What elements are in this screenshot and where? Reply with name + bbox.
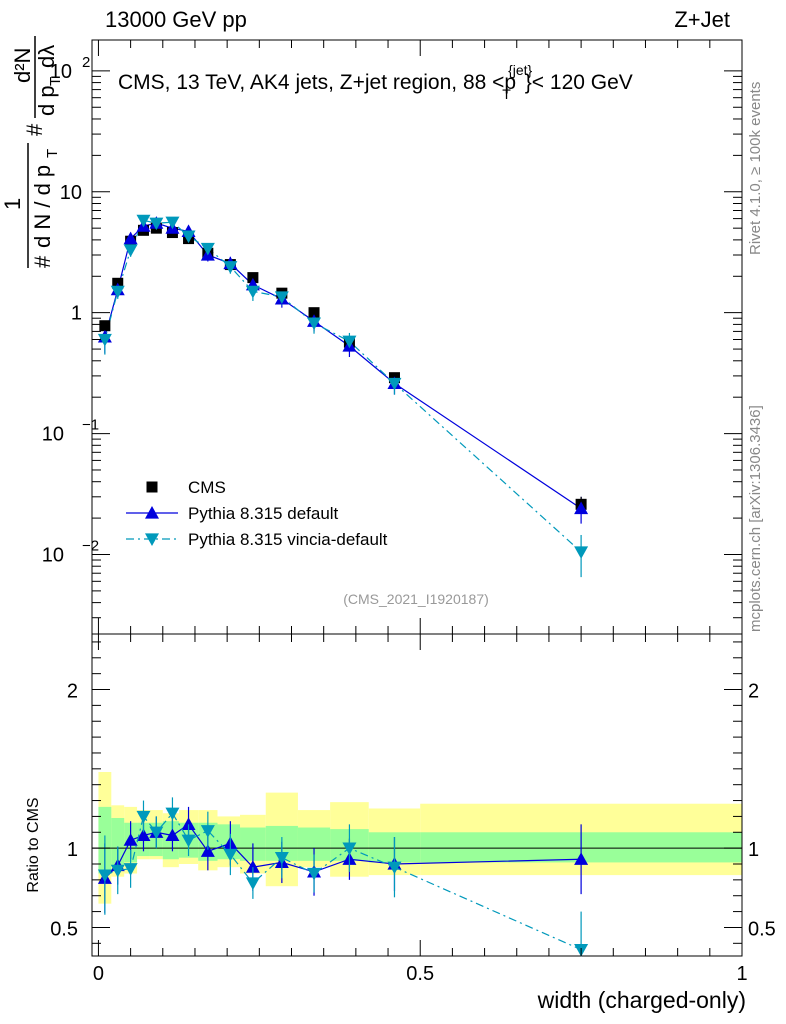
y-label-t-sub-1: T bbox=[44, 149, 61, 158]
y-label-hash-1: # bbox=[30, 255, 55, 268]
ratio-plot-frame bbox=[91, 633, 743, 957]
ratio-plot-series bbox=[92, 797, 742, 957]
y-label-hash-2: # bbox=[22, 123, 47, 136]
y-label-dn-dpt: d N / d p bbox=[30, 165, 55, 248]
legend: CMS Pythia 8.315 default Pythia 8.315 vinc… bbox=[126, 478, 388, 549]
series-point-2 bbox=[123, 244, 138, 257]
legend-marker bbox=[145, 506, 159, 519]
plot-title-rest: }< 120 GeV bbox=[525, 71, 633, 94]
series-point-2 bbox=[181, 230, 196, 244]
ratio-y-tick-label-right: 1 bbox=[748, 839, 759, 861]
ratio-band-stat bbox=[111, 818, 125, 866]
series-point-2 bbox=[307, 317, 322, 331]
ratio-point-2 bbox=[136, 810, 151, 824]
ratio-point-2 bbox=[342, 842, 357, 856]
ratio-y-tick-label-left: 2 bbox=[67, 681, 78, 703]
cms-data-point bbox=[99, 320, 111, 332]
y-tick-label: 10 bbox=[42, 424, 64, 446]
series-point-2 bbox=[387, 377, 402, 391]
series-point-2 bbox=[223, 261, 238, 274]
y-label-one: 1 bbox=[0, 198, 25, 210]
series-line-2 bbox=[104, 219, 582, 553]
y-label-dlambda: dλ bbox=[34, 45, 59, 68]
x-tick-label: 1 bbox=[736, 963, 747, 985]
ratio-point-2 bbox=[387, 861, 402, 875]
ratio-point-2 bbox=[200, 825, 215, 838]
x-axis-label: width (charged-only) bbox=[537, 987, 746, 1013]
series-point-2 bbox=[342, 335, 357, 349]
series-line-1 bbox=[104, 222, 582, 510]
series-point-1 bbox=[574, 501, 589, 515]
main-plot-series bbox=[97, 214, 589, 578]
series-point-2 bbox=[200, 242, 215, 256]
series-point-2 bbox=[110, 285, 125, 299]
analysis-id-label: (CMS_2021_I1920187) bbox=[343, 591, 489, 607]
legend-marker bbox=[146, 481, 158, 493]
series-point-2 bbox=[245, 285, 260, 299]
y-label-t-sub-2: T bbox=[47, 77, 64, 86]
ratio-point-2 bbox=[149, 826, 164, 840]
ratio-point-1 bbox=[181, 817, 196, 830]
rivet-version-label: Rivet 4.1.0, ≥ 100k events bbox=[747, 82, 764, 255]
y-tick-label: 10 bbox=[42, 544, 64, 566]
y-tick-label: 10 bbox=[60, 182, 82, 204]
main-y-axis-label: # d N / d p T 1 # d p T d²N dλ bbox=[0, 36, 64, 268]
series-point-2 bbox=[136, 214, 151, 228]
ratio-point-1 bbox=[123, 833, 138, 846]
ratio-frame-border bbox=[91, 633, 743, 957]
cms-data-point bbox=[308, 307, 320, 319]
y-label-dpt: d p bbox=[34, 85, 59, 116]
ratio-point-1 bbox=[245, 860, 260, 873]
ratio-point-2 bbox=[123, 863, 138, 876]
y-tick-exponent: 2 bbox=[82, 54, 90, 71]
header-left-label: 13000 GeV pp bbox=[105, 7, 247, 32]
plot-title-sup: {jet} bbox=[508, 62, 532, 78]
series-point-2 bbox=[149, 217, 164, 231]
series-point-2 bbox=[97, 333, 112, 347]
ratio-point-2 bbox=[245, 877, 260, 891]
ratio-plot-ticks: 0 0.5 1 2 2 1 1 0.5 0.5 bbox=[50, 634, 776, 985]
plot-title-sub: T bbox=[502, 86, 511, 102]
x-tick-label: 0.5 bbox=[406, 963, 434, 985]
ratio-point-2 bbox=[223, 848, 238, 862]
ratio-point-1 bbox=[165, 828, 180, 842]
cms-data-point bbox=[247, 272, 259, 284]
main-plot-ticks: 10 2 1 10 −1 10 −2 10 bbox=[42, 40, 743, 634]
ratio-y-tick-label-left: 0.5 bbox=[50, 918, 78, 940]
x-tick-label: 0 bbox=[93, 963, 104, 985]
y-tick-exponent: −2 bbox=[82, 537, 99, 554]
y-tick-label: 10 bbox=[50, 61, 72, 83]
series-point-1 bbox=[123, 231, 138, 245]
ratio-y-axis-label: Ratio to CMS bbox=[25, 797, 42, 892]
series-point-2 bbox=[574, 546, 589, 559]
ratio-point-2 bbox=[97, 869, 112, 883]
header-right-label: Z+Jet bbox=[674, 7, 730, 32]
ratio-point-1 bbox=[574, 852, 589, 865]
ratio-y-tick-label-right: 0.5 bbox=[748, 918, 776, 940]
mcplots-label: mcplots.cern.ch [arXiv:1306.3436] bbox=[747, 405, 764, 632]
ratio-y-tick-label-right: 2 bbox=[748, 681, 759, 703]
series-point-2 bbox=[165, 216, 180, 230]
ratio-point-1 bbox=[200, 844, 215, 857]
series-point-2 bbox=[274, 291, 289, 304]
plot-title: CMS, 13 TeV, AK4 jets, Z+jet region, 88 … bbox=[118, 62, 633, 102]
y-tick-exponent: −1 bbox=[82, 417, 99, 434]
ratio-point-2 bbox=[181, 834, 196, 848]
ratio-y-tick-label-left: 1 bbox=[67, 839, 78, 861]
legend-label: Pythia 8.315 default bbox=[188, 504, 339, 523]
ratio-point-2 bbox=[165, 807, 180, 821]
y-label-d2n: d²N bbox=[10, 48, 35, 83]
legend-label: CMS bbox=[188, 478, 226, 497]
ratio-point-1 bbox=[136, 828, 151, 842]
ratio-uncertainty-bands bbox=[98, 772, 742, 904]
legend-marker bbox=[145, 533, 159, 546]
ratio-point-2 bbox=[274, 852, 289, 865]
ratio-point-2 bbox=[307, 867, 322, 881]
legend-label: Pythia 8.315 vincia-default bbox=[188, 530, 388, 549]
ratio-point-2 bbox=[110, 864, 125, 878]
y-tick-label: 1 bbox=[71, 303, 82, 325]
plot-title-main: CMS, 13 TeV, AK4 jets, Z+jet region, 88 … bbox=[118, 71, 516, 94]
